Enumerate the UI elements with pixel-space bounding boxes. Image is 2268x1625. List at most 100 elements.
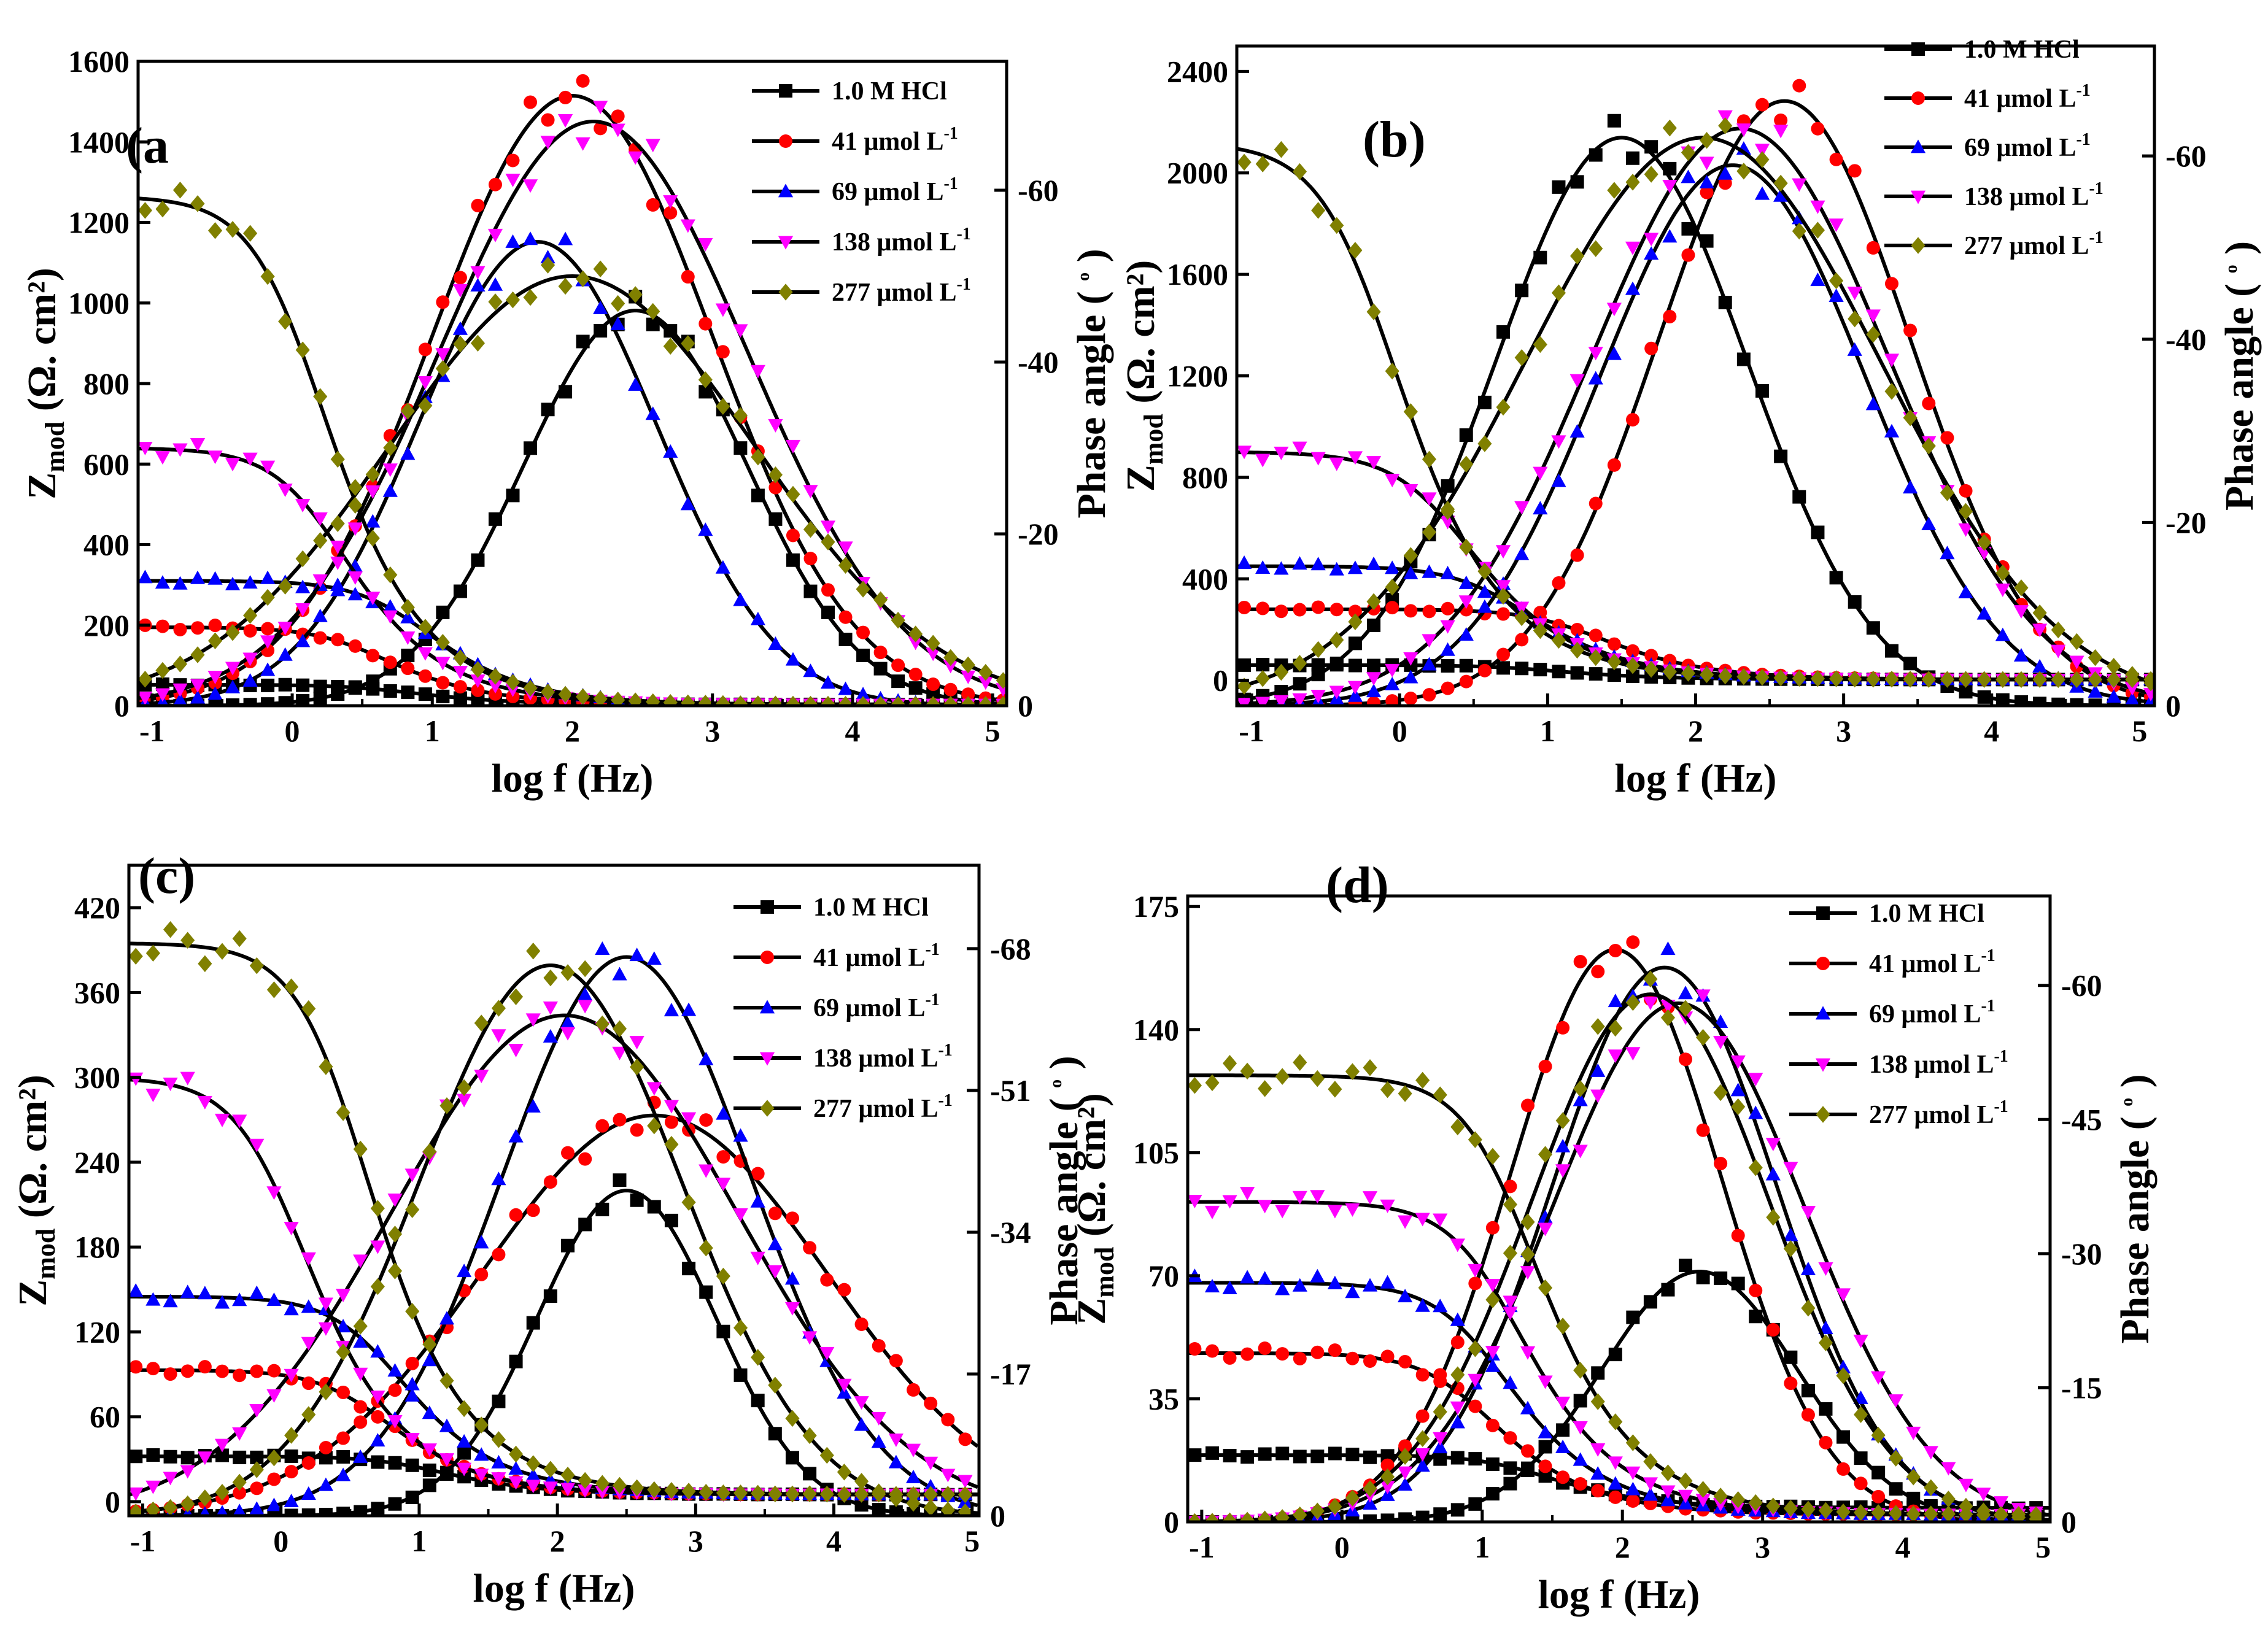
phase-point	[716, 1106, 731, 1120]
phase-point	[1496, 398, 1511, 416]
zmod-point	[1450, 1238, 1465, 1253]
phase-point	[266, 1497, 282, 1511]
zmod-point	[145, 1292, 161, 1306]
phase-point	[961, 656, 975, 674]
phase-point	[1773, 125, 1789, 139]
zmod-point	[1871, 1504, 1886, 1521]
zmod-point	[1468, 1264, 1483, 1278]
zmod-point	[1347, 560, 1363, 574]
phase-point	[457, 1264, 472, 1278]
phase-point	[871, 1434, 886, 1448]
phase-point	[1810, 222, 1825, 239]
phase-point	[336, 1343, 350, 1361]
phase-point	[155, 688, 171, 702]
zmod-point	[1514, 609, 1529, 627]
zmod-point	[422, 1463, 436, 1477]
legend-entry: 277 μmol L-1	[1789, 1097, 2008, 1129]
phase-point	[1800, 1206, 1816, 1220]
phase-point	[1679, 1259, 1693, 1273]
zmod-point	[1433, 1299, 1448, 1313]
phase-point	[873, 646, 888, 660]
zmod-point	[1533, 663, 1547, 677]
legend-label: 69 μmol L-1	[1964, 130, 2091, 162]
phase-point	[129, 1487, 144, 1501]
phase-point	[1608, 994, 1623, 1008]
zmod-point	[558, 685, 573, 703]
phase-point	[401, 648, 415, 662]
zmod-point	[313, 631, 327, 645]
phase-point	[1663, 161, 1677, 176]
phase-point	[1871, 1427, 1886, 1444]
legend-entry: 1.0 M HCl	[1789, 900, 1984, 928]
phase-point	[301, 1406, 316, 1423]
phase-point	[1345, 1489, 1360, 1507]
zmod-point	[1237, 446, 1252, 460]
phase-point	[611, 109, 625, 123]
legend-marker	[759, 1052, 775, 1066]
y-right-axis-title: Phase angle ( o )	[1069, 249, 1114, 518]
phase-point	[1995, 565, 2010, 582]
phase-point	[716, 1267, 730, 1285]
phase-point	[2143, 674, 2154, 692]
zmod-point	[821, 695, 835, 706]
phase-point	[1415, 1458, 1430, 1472]
phase-point	[1854, 1406, 1868, 1423]
phase-point	[540, 136, 555, 150]
phase-point	[1433, 1403, 1447, 1421]
phase-point	[197, 1451, 212, 1465]
phase-point	[541, 113, 555, 127]
x-tick-label: 2	[1615, 1530, 1630, 1564]
phase-point	[1348, 636, 1362, 650]
phase-point	[1993, 1496, 2009, 1510]
phase-point	[457, 1094, 472, 1108]
x-tick-label: 1	[425, 714, 440, 748]
phase-point	[1754, 186, 1770, 200]
y-left-tick-label: 0	[114, 689, 130, 723]
phase-point	[2013, 647, 2029, 662]
phase-point	[491, 1029, 506, 1043]
phase-point	[1865, 396, 1881, 411]
legend-entry: 41 μmol L-1	[1884, 81, 2091, 113]
zmod-point	[838, 696, 853, 706]
zmod-point	[906, 1486, 921, 1503]
phase-point	[1819, 1435, 1833, 1449]
phase-point	[1521, 1098, 1535, 1113]
phase-point	[593, 260, 608, 277]
zmod-point	[370, 1344, 385, 1358]
phase-point	[926, 635, 940, 652]
zmod-point	[1385, 601, 1399, 615]
phase-point	[439, 1097, 454, 1114]
zmod-point	[1345, 1351, 1360, 1365]
phase-point	[560, 964, 575, 981]
phase-point	[383, 439, 398, 457]
zmod-point	[439, 1372, 454, 1389]
zmod-point	[1275, 1446, 1290, 1461]
phase-point	[803, 1241, 817, 1255]
phase-point	[436, 605, 450, 619]
zmod-point	[1380, 1449, 1395, 1463]
zmod-point	[180, 932, 195, 949]
zmod-point	[1275, 1347, 1290, 1361]
phase-point	[1783, 1240, 1798, 1257]
phase-point	[923, 1499, 938, 1516]
zmod-point	[923, 1486, 938, 1503]
phase-point	[578, 1218, 592, 1232]
phase-point	[1625, 994, 1640, 1011]
phase-point	[786, 528, 800, 542]
phase-point	[330, 556, 346, 570]
zmod-point	[733, 1484, 748, 1502]
phase-point	[733, 592, 748, 606]
phase-point	[522, 231, 538, 245]
phase-point	[961, 687, 975, 701]
phase-point	[1626, 935, 1640, 949]
phase-point	[1792, 178, 1807, 192]
phase-point	[1468, 1373, 1483, 1388]
phase-point	[243, 698, 257, 706]
phase-point	[905, 1443, 921, 1457]
zmod-point	[1520, 1246, 1535, 1263]
phase-point	[284, 1465, 298, 1479]
zmod-point	[284, 1302, 299, 1316]
legend-label: 69 μmol L-1	[832, 174, 958, 206]
zmod-point	[1345, 1284, 1360, 1299]
zmod-point	[330, 450, 345, 468]
